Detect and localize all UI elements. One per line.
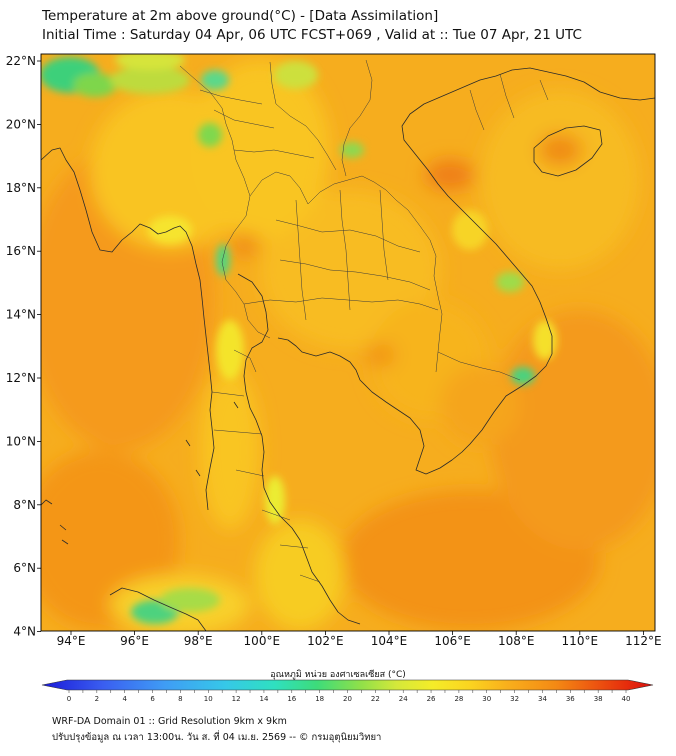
colorbar-tick-label: 26 [427, 695, 436, 703]
lon-label: 112°E [625, 634, 662, 648]
lat-label: 6°N [13, 561, 36, 575]
lat-label: 16°N [6, 244, 36, 258]
lat-label: 18°N [6, 181, 36, 195]
colorbar-tick-label: 36 [566, 695, 575, 703]
lat-label: 10°N [6, 434, 36, 448]
lat-label: 20°N [6, 117, 36, 131]
longitude-axis: 94°E 96°E 98°E 100°E 102°E 104°E 106°E 108°E 110… [57, 631, 662, 648]
temperature-field [41, 54, 655, 631]
lon-label: 94°E [57, 634, 86, 648]
plot-frame [40, 53, 656, 632]
lat-label: 8°N [13, 498, 36, 512]
colorbar-tick-label: 20 [343, 695, 352, 703]
colorbar: 0 2 4 6 8 10 12 14 16 18 20 22 24 26 28 30 32 34 36 38 40 [41, 679, 654, 703]
colorbar-tick-label: 32 [510, 695, 519, 703]
colorbar-tick-label: 10 [204, 695, 213, 703]
lon-label: 96°E [120, 634, 149, 648]
footer-model-info: WRF-DA Domain 01 :: Grid Resolution 9km … [52, 716, 287, 727]
lon-label: 106°E [434, 634, 471, 648]
colorbar-tick-label: 28 [454, 695, 463, 703]
lon-label: 108°E [498, 634, 535, 648]
colorbar-label: อุณหภูมิ หน่วย องศาเซลเซียส (°C) [270, 670, 406, 680]
footer-update-info: ปรับปรุงข้อมูล ณ เวลา 13:00น. วัน ส. ที่… [52, 732, 382, 743]
lon-label: 102°E [307, 634, 344, 648]
lon-label: 110°E [562, 634, 599, 648]
colorbar-tick-label: 18 [315, 695, 324, 703]
colorbar-tick-label: 30 [482, 695, 491, 703]
lat-label: 12°N [6, 371, 36, 385]
lat-label: 14°N [6, 308, 36, 322]
lon-label: 100°E [244, 634, 281, 648]
colorbar-tick-label: 16 [287, 695, 296, 703]
colorbar-tick-label: 22 [371, 695, 380, 703]
map-title: Temperature at 2m above ground(°C) - [Da… [42, 8, 439, 24]
colorbar-tick-label: 40 [622, 695, 631, 703]
colorbar-tick-label: 12 [232, 695, 241, 703]
lon-label: 104°E [371, 634, 408, 648]
colorbar-tick-label: 6 [150, 695, 155, 703]
lat-label: 4°N [13, 625, 36, 639]
colorbar-tick-label: 0 [67, 695, 71, 703]
colorbar-tick-label: 14 [259, 695, 268, 703]
colorbar-tick-label: 34 [538, 695, 547, 703]
coastlines [41, 67, 655, 631]
colorbar-tick-label: 24 [399, 695, 408, 703]
lon-label: 98°E [184, 634, 213, 648]
colorbar-tick-label: 8 [178, 695, 182, 703]
latitude-axis: 22°N 20°N 18°N 16°N 14°N 12°N 10°N 8°N 6°N 4°N [6, 54, 41, 639]
admin-borders [179, 59, 549, 583]
colorbar-tick-label: 38 [594, 695, 603, 703]
map-subtitle: Initial Time : Saturday 04 Apr, 06 UTC F… [42, 27, 582, 43]
colorbar-tick-label: 2 [95, 695, 99, 703]
colorbar-tick-label: 4 [122, 695, 127, 703]
lat-label: 22°N [6, 54, 36, 68]
